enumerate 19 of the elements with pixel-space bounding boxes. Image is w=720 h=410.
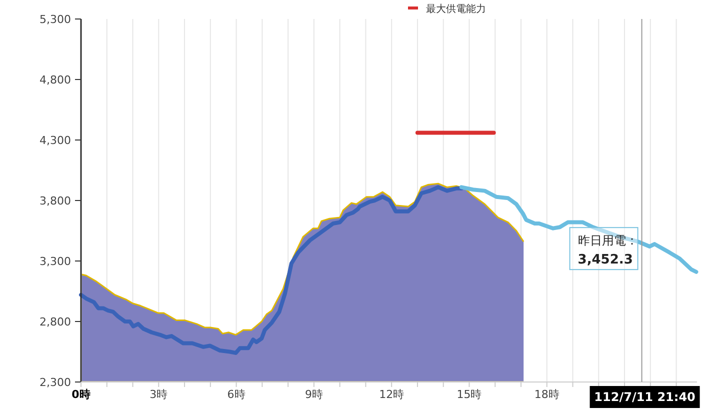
x-tick-label: 9時 xyxy=(304,388,323,401)
x-tick-label: 3時 xyxy=(150,388,168,401)
y-tick-label: 5,300 xyxy=(40,13,71,26)
y-tick-label: 4,800 xyxy=(40,74,71,86)
x-tick-label: 18時 xyxy=(534,388,560,401)
legend: 最大供電能力 xyxy=(408,4,486,15)
y-tick-label: 2,300 xyxy=(40,376,71,389)
y-tick-label: 2,800 xyxy=(40,316,71,328)
y-tick-label: 3,800 xyxy=(40,194,71,208)
y-tick-label: 4,300 xyxy=(40,134,71,147)
x-tick-label: 12時 xyxy=(379,388,404,401)
x-tick-label: 6時 xyxy=(227,388,246,401)
x-tick-label: 15時 xyxy=(456,388,482,401)
annotation: 昨日用電： 3,452.3 xyxy=(578,234,638,268)
tooltip: 昨日用電： 3,452.3 xyxy=(569,227,638,270)
y-tick-label: 3,300 xyxy=(40,255,71,268)
x-tick-label: 0時 xyxy=(72,388,90,401)
legend-label: 最大供電能力 xyxy=(426,3,486,15)
time-label: 112/7/11 21:40 xyxy=(590,386,700,408)
